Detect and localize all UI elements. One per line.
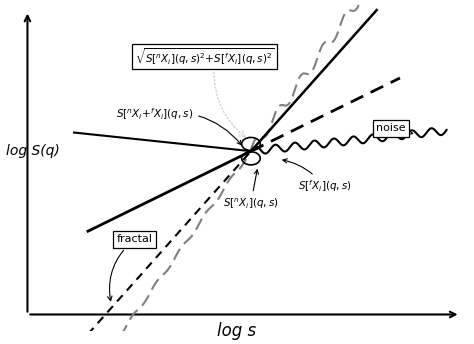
Text: log S(q): log S(q) <box>7 144 60 158</box>
Text: $S[^nX_i](q,s)$: $S[^nX_i](q,s)$ <box>223 170 279 211</box>
Text: $\sqrt{S[^nX_i](q,s)^2\!+\!S[^fX_i](q,s)^2}$: $\sqrt{S[^nX_i](q,s)^2\!+\!S[^fX_i](q,s)… <box>135 46 274 67</box>
Text: $S[^fX_i](q,s)$: $S[^fX_i](q,s)$ <box>283 159 351 194</box>
Text: log s: log s <box>218 322 256 340</box>
Text: noise: noise <box>376 123 413 135</box>
Text: fractal: fractal <box>108 234 153 301</box>
Text: $S[^nX_i\!+\!^fX_i](q,s)$: $S[^nX_i\!+\!^fX_i](q,s)$ <box>116 107 241 145</box>
